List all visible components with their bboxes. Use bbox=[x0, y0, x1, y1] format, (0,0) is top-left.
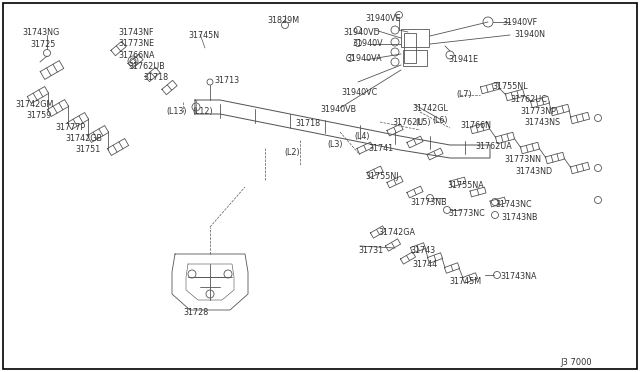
Text: (L12): (L12) bbox=[192, 107, 212, 116]
Text: 31751: 31751 bbox=[75, 145, 100, 154]
Text: 31940VA: 31940VA bbox=[346, 54, 381, 63]
Text: 31766NA: 31766NA bbox=[118, 51, 154, 60]
Text: 31940VB: 31940VB bbox=[320, 105, 356, 114]
Text: 31773NP: 31773NP bbox=[520, 107, 556, 116]
Text: 31731: 31731 bbox=[358, 246, 383, 255]
Text: 31762U: 31762U bbox=[392, 118, 423, 127]
Text: (L4): (L4) bbox=[354, 132, 369, 141]
Text: 31940VC: 31940VC bbox=[341, 88, 377, 97]
Text: 31940VD: 31940VD bbox=[343, 28, 380, 37]
Text: 31762UC: 31762UC bbox=[510, 95, 547, 104]
Text: 31762UB: 31762UB bbox=[128, 62, 164, 71]
Text: 31773NN: 31773NN bbox=[504, 155, 541, 164]
Text: 31742GB: 31742GB bbox=[65, 134, 102, 143]
Text: 31745M: 31745M bbox=[449, 277, 481, 286]
Text: 31940VE: 31940VE bbox=[365, 14, 401, 23]
Text: 31743NG: 31743NG bbox=[22, 28, 60, 37]
Text: 31744: 31744 bbox=[412, 260, 437, 269]
Text: 31743NS: 31743NS bbox=[524, 118, 560, 127]
Text: (L7): (L7) bbox=[456, 90, 472, 99]
Text: 31743NF: 31743NF bbox=[118, 28, 154, 37]
Text: 31766N: 31766N bbox=[460, 121, 491, 130]
Text: J3 7000: J3 7000 bbox=[560, 358, 591, 367]
Text: (L3): (L3) bbox=[327, 140, 342, 149]
Text: (L13): (L13) bbox=[166, 107, 186, 116]
Text: 31741: 31741 bbox=[368, 144, 393, 153]
Text: 31773NB: 31773NB bbox=[410, 198, 447, 207]
Text: 31759: 31759 bbox=[26, 111, 51, 120]
Text: 31725: 31725 bbox=[30, 40, 56, 49]
Text: (L5): (L5) bbox=[415, 118, 431, 127]
Text: 31755NL: 31755NL bbox=[492, 82, 527, 91]
Text: 31745N: 31745N bbox=[188, 31, 219, 40]
Text: 31742GM: 31742GM bbox=[15, 100, 53, 109]
Text: 31718: 31718 bbox=[295, 119, 320, 128]
Bar bbox=[403, 50, 427, 66]
Text: 31777P: 31777P bbox=[55, 123, 85, 132]
Text: 31773NE: 31773NE bbox=[118, 39, 154, 48]
Text: 31762UA: 31762UA bbox=[475, 142, 512, 151]
Text: 31743NA: 31743NA bbox=[500, 272, 536, 281]
Text: 31742GL: 31742GL bbox=[412, 104, 448, 113]
Text: 31742GA: 31742GA bbox=[378, 228, 415, 237]
Text: 31773NC: 31773NC bbox=[448, 209, 484, 218]
Text: 31743: 31743 bbox=[410, 246, 435, 255]
Text: 31728: 31728 bbox=[183, 308, 208, 317]
Text: 31713: 31713 bbox=[214, 76, 239, 85]
Text: 31941E: 31941E bbox=[448, 55, 478, 64]
Text: 31829M: 31829M bbox=[267, 16, 299, 25]
Text: 31743NC: 31743NC bbox=[495, 200, 532, 209]
Text: (L2): (L2) bbox=[284, 148, 300, 157]
Text: 31743NB: 31743NB bbox=[501, 213, 538, 222]
Text: 31743ND: 31743ND bbox=[515, 167, 552, 176]
Text: (L6): (L6) bbox=[432, 116, 447, 125]
Text: 31755NA: 31755NA bbox=[447, 181, 484, 190]
Text: 31718: 31718 bbox=[143, 73, 168, 82]
Bar bbox=[401, 29, 429, 47]
Bar bbox=[404, 33, 416, 63]
Text: 31940V: 31940V bbox=[352, 39, 383, 48]
Text: 31755NJ: 31755NJ bbox=[365, 172, 399, 181]
Text: 31940N: 31940N bbox=[514, 30, 545, 39]
Text: 31940VF: 31940VF bbox=[502, 18, 537, 27]
